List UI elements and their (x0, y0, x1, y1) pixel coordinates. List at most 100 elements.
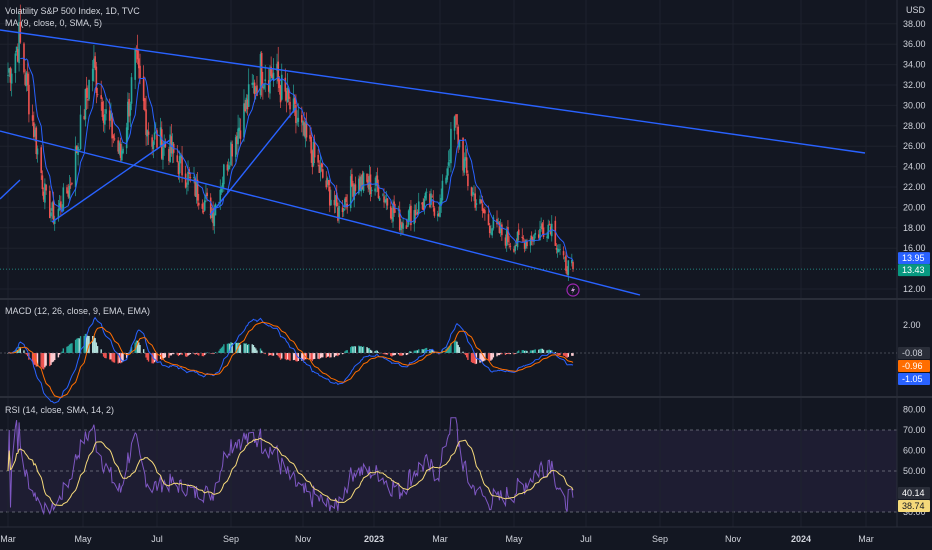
macd-histogram-bar (406, 353, 409, 355)
candle-body (333, 199, 336, 206)
candle-body (17, 49, 19, 62)
candle-body (7, 75, 9, 76)
candle-body (450, 128, 452, 164)
macd-histogram-bar (259, 348, 262, 353)
rsi-ma-tag-background (898, 500, 930, 512)
ma-line-group (20, 57, 574, 261)
candle-body (433, 208, 436, 216)
macd-histogram-bar (138, 342, 140, 353)
candle-body (154, 131, 157, 133)
macd-histogram-bar (33, 353, 35, 365)
candle-body (370, 189, 373, 192)
trendline (0, 29, 866, 154)
macd-histogram-bar (101, 353, 104, 354)
macd-histogram-bar (289, 353, 291, 361)
macd-histogram-bar (62, 348, 65, 353)
trendlines-group[interactable] (0, 29, 866, 296)
candle-body (471, 192, 474, 195)
macd-histogram-bar (210, 353, 212, 354)
candle-body (280, 74, 283, 100)
candle-body (533, 234, 535, 242)
price-tick-label: 34.00 (903, 60, 926, 70)
candle-body (490, 232, 492, 234)
candle-body (44, 183, 46, 203)
macd-histogram-bar (40, 353, 42, 368)
macd-histogram-bar (311, 353, 314, 362)
candle-body (254, 87, 257, 92)
macd-histogram-bar (394, 353, 396, 355)
ma-legend[interactable]: MA (9, close, 0, SMA, 5) (5, 18, 103, 28)
candle-body (400, 224, 402, 231)
candle-body (202, 210, 205, 212)
candle-body (104, 114, 106, 125)
macd-histogram-bar (392, 353, 394, 356)
macd-histogram-bar (229, 343, 231, 353)
candle-body (171, 142, 174, 154)
rsi-tick-label: 50.00 (903, 466, 926, 476)
price-tick-label: 32.00 (903, 80, 926, 90)
price-tick-label: 38.00 (903, 19, 926, 29)
candle-body (147, 131, 150, 135)
dividend-marker-icon[interactable] (566, 283, 580, 297)
macd-histogram-bar (170, 353, 173, 356)
macd-histogram-bar (238, 342, 240, 353)
macd-histogram-bar (292, 353, 295, 361)
candle-body (375, 175, 378, 186)
macd-histogram-bar (66, 346, 68, 353)
candle-body (246, 99, 249, 110)
macd-histogram-bar (204, 353, 206, 356)
macd-histogram-bar (52, 353, 55, 362)
candle-body (530, 235, 533, 242)
macd-histogram-bar (211, 353, 213, 354)
candle-body (71, 183, 73, 184)
candle-body (521, 236, 524, 239)
candles-group[interactable] (7, 4, 574, 282)
macd-histogram-bar (405, 353, 408, 356)
candle-body (45, 184, 47, 191)
candle-body (62, 187, 65, 211)
price-tick-label: 20.00 (903, 202, 926, 212)
candle-body (384, 200, 386, 203)
candle-body (15, 46, 18, 53)
macd-histogram-bar (480, 353, 482, 362)
candle-body (288, 89, 290, 99)
macd-histogram-bar (50, 353, 52, 365)
macd-histogram-bar (540, 348, 542, 353)
earnings-marker-group[interactable] (566, 283, 580, 297)
macd-value-tag-background (898, 373, 930, 385)
candle-body (136, 50, 139, 60)
macd-histogram-bar (343, 353, 345, 354)
candle-body (219, 189, 222, 204)
candle-body (88, 79, 90, 100)
macd-histogram-bar (181, 353, 183, 355)
macd-histogram-bar (470, 353, 473, 363)
rsi-legend[interactable]: RSI (14, close, SMA, 14, 2) (5, 405, 115, 415)
macd-legend[interactable]: MACD (12, 26, close, 9, EMA, EMA) (5, 306, 151, 316)
candle-body (541, 223, 544, 230)
macd-histogram-bar (57, 353, 60, 358)
macd-histogram-bar (151, 353, 153, 364)
macd-histogram-bar (496, 353, 498, 357)
macd-histogram-bar (526, 350, 528, 353)
candle-body (423, 199, 426, 208)
macd-histogram-bar (521, 350, 523, 353)
macd-histogram-bar (400, 353, 402, 356)
candle-body (464, 157, 467, 161)
candle-body (346, 203, 349, 208)
macd-histogram-bar (295, 353, 297, 362)
macd-histogram-bar (51, 353, 53, 363)
macd-histogram-bar (424, 348, 427, 353)
symbol-title[interactable]: Volatility S&P 500 Index, 1D, TVC (5, 6, 140, 16)
macd-histogram-bar (367, 348, 369, 353)
macd-histogram-bar (260, 350, 263, 353)
candle-body (402, 223, 404, 229)
macd-histogram-bar (35, 353, 37, 367)
candle-body (441, 180, 444, 201)
macd-histogram-bar (245, 343, 248, 353)
candle-body (439, 201, 441, 217)
candle-body (474, 193, 476, 208)
candle-body (408, 206, 411, 213)
candle-body (509, 245, 512, 247)
candle-body (110, 113, 112, 119)
